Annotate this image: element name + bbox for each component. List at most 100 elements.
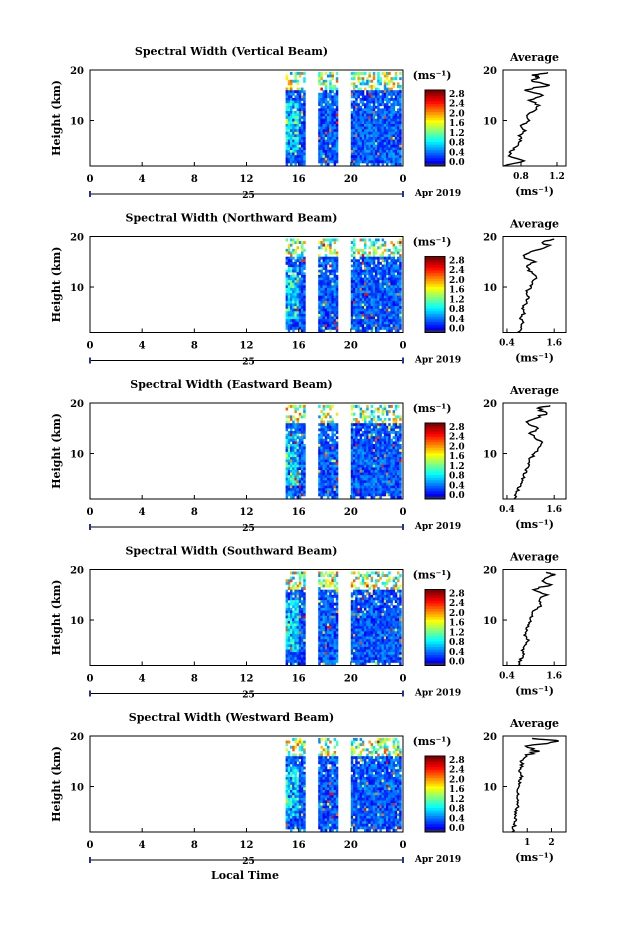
heatmap-cell xyxy=(334,449,337,452)
heatmap-cell xyxy=(320,650,323,653)
heatmap-cell xyxy=(301,288,304,291)
heatmap-cell xyxy=(373,101,376,104)
heatmap-cell xyxy=(294,124,297,127)
heatmap-cell xyxy=(364,298,367,301)
heatmap-cell xyxy=(388,280,391,283)
heatmap-cell xyxy=(299,454,302,457)
heatmap-cell xyxy=(297,483,300,486)
heatmap-cell xyxy=(390,330,393,333)
heatmap-cell xyxy=(320,418,323,421)
heatmap-cell xyxy=(390,140,393,143)
heatmap-cell xyxy=(288,431,291,434)
heatmap-cell xyxy=(384,408,387,411)
heatmap-cell xyxy=(290,93,293,96)
heatmap-cell xyxy=(355,158,358,161)
heatmap-cell xyxy=(353,124,356,127)
heatmap-cell xyxy=(355,431,358,434)
heatmap-cell xyxy=(399,153,402,156)
heatmap-cell xyxy=(318,119,321,122)
heatmap-cell xyxy=(375,660,378,663)
heatmap-cell xyxy=(286,590,289,593)
heatmap-cell xyxy=(399,85,402,88)
heatmap-cell xyxy=(290,244,293,247)
heatmap-cell xyxy=(377,262,380,265)
heatmap-cell xyxy=(336,322,339,325)
heatmap-cell xyxy=(331,421,334,424)
heatmap-cell xyxy=(351,413,354,416)
colorbar-swatch xyxy=(425,101,445,104)
heatmap-cell xyxy=(320,582,323,585)
heatmap-cell xyxy=(351,423,354,426)
heatmap-cell xyxy=(390,298,393,301)
heatmap-cell xyxy=(290,132,293,135)
colorbar-swatch xyxy=(425,144,445,147)
heatmap-cell xyxy=(384,114,387,117)
heatmap-cell xyxy=(299,491,302,494)
heatmap-cell xyxy=(303,467,306,470)
heatmap-cell xyxy=(327,278,330,281)
colorbar-swatch xyxy=(425,120,445,123)
heatmap-cell xyxy=(336,327,339,330)
heatmap-cell xyxy=(331,95,334,98)
heatmap-cell xyxy=(301,283,304,286)
heatmap-cell xyxy=(384,249,387,252)
heatmap-cell xyxy=(336,293,339,296)
heatmap-cell xyxy=(303,108,306,111)
heatmap-cell xyxy=(375,114,378,117)
heatmap-cell xyxy=(382,447,385,450)
heatmap-cell xyxy=(375,116,378,119)
heatmap-cell xyxy=(362,317,365,320)
heatmap-cell xyxy=(375,291,378,294)
heatmap-cell xyxy=(384,322,387,325)
heatmap-cell xyxy=(299,259,302,262)
heatmap-cell xyxy=(362,491,365,494)
heatmap-cell xyxy=(318,587,321,590)
heatmap-cell xyxy=(355,613,358,616)
heatmap-cell xyxy=(353,306,356,309)
heatmap-cell xyxy=(336,462,339,465)
heatmap-cell xyxy=(297,587,300,590)
heatmap-cell xyxy=(303,603,306,606)
heatmap-cell xyxy=(393,142,396,145)
heatmap-cell xyxy=(371,483,374,486)
heatmap-cell xyxy=(362,103,365,106)
heatmap-cell xyxy=(353,637,356,640)
heatmap-cell xyxy=(325,486,328,489)
heatmap-cell xyxy=(292,116,295,119)
colorbar-tick-label: 0.8 xyxy=(449,305,465,315)
heatmap-cell xyxy=(294,129,297,132)
heatmap-cell xyxy=(320,660,323,663)
heatmap-cell xyxy=(375,650,378,653)
heatmap-cell xyxy=(379,309,382,312)
heatmap-cell xyxy=(393,124,396,127)
heatmap-cell xyxy=(334,647,337,650)
heatmap-cell xyxy=(329,330,332,333)
heatmap-cell xyxy=(386,132,389,135)
heatmap-cell xyxy=(288,434,291,437)
heatmap-cell xyxy=(366,655,369,658)
heatmap-cell xyxy=(388,447,391,450)
heatmap-cell xyxy=(373,470,376,473)
heatmap-cell xyxy=(368,624,371,627)
heatmap-cell xyxy=(397,278,400,281)
heatmap-cell xyxy=(323,111,326,114)
heatmap-cell xyxy=(371,155,374,158)
heatmap-cell xyxy=(386,283,389,286)
heatmap-cell xyxy=(325,327,328,330)
heatmap-cell xyxy=(357,134,360,137)
heatmap-cell xyxy=(303,160,306,163)
heatmap-cell xyxy=(377,298,380,301)
heatmap-cell xyxy=(353,478,356,481)
heatmap-cell xyxy=(288,592,291,595)
heatmap-cell xyxy=(336,283,339,286)
heatmap-cell xyxy=(375,275,378,278)
heatmap-cell xyxy=(297,657,300,660)
heatmap-cell xyxy=(384,488,387,491)
heatmap-cell xyxy=(364,486,367,489)
heatmap-cell xyxy=(375,462,378,465)
heatmap-cell xyxy=(360,408,363,411)
heatmap-cell xyxy=(286,439,289,442)
heatmap-cell xyxy=(364,496,367,499)
heatmap-cell xyxy=(351,288,354,291)
heatmap-cell xyxy=(366,415,369,418)
